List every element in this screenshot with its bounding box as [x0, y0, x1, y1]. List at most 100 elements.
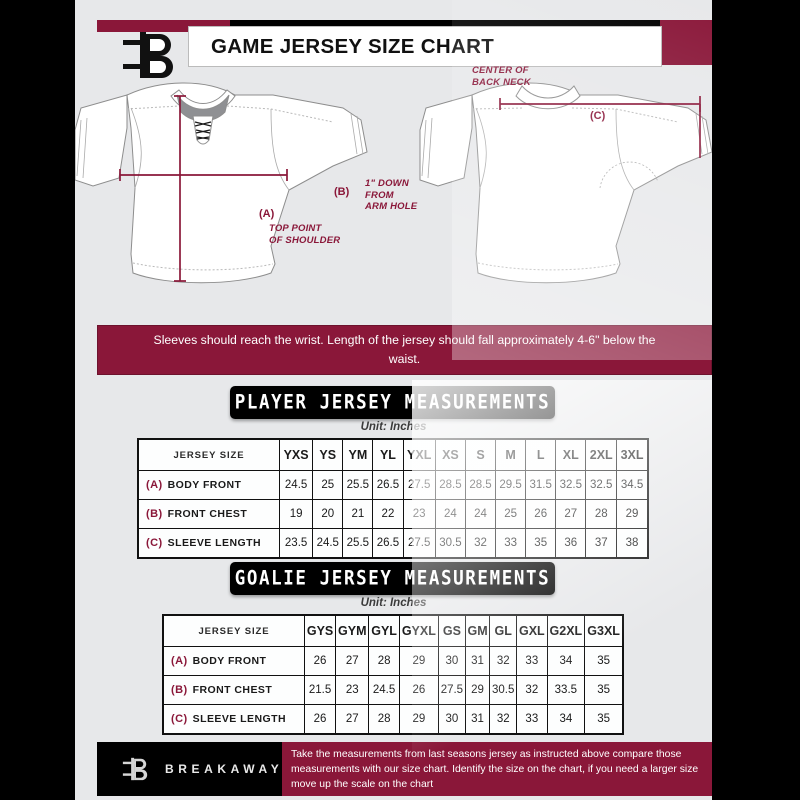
measurement-cell: 30	[437, 704, 466, 734]
jersey-diagram-svg: .out{fill:#ffffff;stroke:#8d8d8d;stroke-…	[75, 82, 712, 284]
label-a: (A)	[259, 208, 275, 220]
label-c: (C)	[590, 110, 606, 122]
footer: BREAKAWAY Take the measurements from las…	[97, 742, 712, 796]
measurement-cell: 33	[516, 646, 548, 676]
column-header-yxl: YXL	[402, 439, 436, 471]
measurement-cell: 34	[546, 646, 586, 676]
measurement-cell: 31	[464, 646, 491, 676]
measurement-cell: 25	[495, 499, 527, 529]
chart-sheet: GAME JERSEY SIZE CHART .out{fill:#ffffff…	[75, 0, 712, 800]
measurement-cell: 26	[525, 499, 557, 529]
measurement-cell: 32	[516, 675, 548, 705]
measurement-cell: 24.5	[368, 675, 400, 705]
measurement-cell: 27	[555, 499, 587, 529]
measurement-cell: 29.5	[495, 470, 527, 500]
column-header-2xl: 2XL	[585, 439, 618, 471]
column-header-gyl: GYL	[368, 615, 400, 647]
row-label-text: BODY FRONT	[167, 479, 242, 491]
goalie-table-corner-label: JERSEY SIZE	[163, 615, 305, 647]
measurement-cell: 21	[342, 499, 374, 529]
goalie-table-header-row: JERSEY SIZE GYS GYM GYL GYXL GS GM GL GXL G2XL G3…	[163, 615, 623, 647]
measurement-cell: 28	[368, 646, 400, 676]
measurement-cell: 30.5	[434, 528, 466, 558]
column-header-l: L	[525, 439, 557, 471]
player-measurements-table: JERSEY SIZE YXS YS YM YL YXL XS S M L XL 2XL 3XL (A…	[138, 439, 648, 558]
goalie-section-banner-label: GOALIE JERSEY MEASUREMENTS	[234, 567, 551, 590]
measurement-cell: 28	[585, 499, 618, 529]
measurement-cell: 24.5	[312, 528, 344, 558]
back-measure-lines	[499, 96, 701, 158]
page-title-box: GAME JERSEY SIZE CHART	[188, 26, 662, 67]
row-label-text: FRONT CHEST	[167, 508, 248, 520]
jersey-illustrations: .out{fill:#ffffff;stroke:#8d8d8d;stroke-…	[75, 65, 712, 318]
row-label: (B) FRONT CHEST	[138, 499, 280, 529]
measurement-cell: 30.5	[489, 675, 518, 705]
row-label: (A) BODY FRONT	[163, 646, 305, 676]
column-header-gys: GYS	[303, 615, 337, 647]
measurement-cell: 25.5	[342, 470, 374, 500]
row-label: (C) SLEEVE LENGTH	[163, 704, 305, 734]
column-header-yl: YL	[372, 439, 404, 471]
measurement-cell: 33.5	[546, 675, 586, 705]
measurement-cell: 26	[303, 704, 337, 734]
measurement-cell: 32	[489, 704, 518, 734]
center-back-neck-label: CENTER OF BACK NECK	[472, 65, 531, 88]
measurement-cell: 28	[368, 704, 400, 734]
measurement-cell: 23	[402, 499, 436, 529]
measurement-cell: 35	[525, 528, 557, 558]
measurement-cell: 27	[335, 646, 370, 676]
breakaway-b-logo-icon	[115, 26, 185, 84]
measurement-cell: 34	[546, 704, 586, 734]
measurement-cell: 20	[312, 499, 344, 529]
row-code: (B)	[171, 684, 188, 696]
measurement-cell: 35	[584, 675, 623, 705]
measurement-cell: 24	[434, 499, 466, 529]
column-header-ys: YS	[312, 439, 344, 471]
row-label-text: SLEEVE LENGTH	[192, 713, 286, 725]
measurement-cell: 37	[585, 528, 618, 558]
measurement-cell: 30	[437, 646, 466, 676]
column-header-gm: GM	[464, 615, 491, 647]
column-header-g3xl: G3XL	[584, 615, 623, 647]
measurement-cell: 27	[335, 704, 370, 734]
goalie-unit-label: Unit: Inches	[360, 597, 427, 609]
row-label: (B) FRONT CHEST	[163, 675, 305, 705]
measurement-cell: 24	[464, 499, 497, 529]
label-b-description: 1" DOWN FROM ARM HOLE	[365, 178, 418, 212]
row-code: (B)	[146, 508, 163, 520]
footer-brand-block: BREAKAWAY	[97, 742, 282, 796]
column-header-gxl: GXL	[516, 615, 548, 647]
measurement-cell: 23	[335, 675, 370, 705]
column-header-3xl: 3XL	[616, 439, 648, 471]
measurement-cell: 31.5	[525, 470, 557, 500]
header-maroon-block	[660, 20, 712, 65]
row-label-text: BODY FRONT	[192, 655, 267, 667]
front-measure-lines	[119, 95, 288, 282]
measurement-cell: 31	[464, 704, 491, 734]
column-header-xs: XS	[434, 439, 466, 471]
measurement-cell: 38	[616, 528, 648, 558]
row-label-text: FRONT CHEST	[192, 684, 273, 696]
row-code: (C)	[146, 537, 163, 549]
measurement-cell: 26.5	[372, 470, 404, 500]
table-row: (A) BODY FRONT 24.5 25 25.5 26.5 27.5 28.5 28.5 2…	[138, 470, 648, 500]
column-header-yxs: YXS	[278, 439, 314, 471]
measurement-cell: 25	[312, 470, 344, 500]
measurement-cell: 19	[278, 499, 314, 529]
measurement-cell: 26	[398, 675, 439, 705]
measurement-cell: 32.5	[585, 470, 618, 500]
table-row: (B) FRONT CHEST 21.5 23 24.5 26 27.5 29 30.5 32 33…	[163, 675, 623, 705]
measurement-cell: 26	[303, 646, 337, 676]
measurement-cell: 27.5	[402, 470, 436, 500]
measurement-cell: 28.5	[464, 470, 497, 500]
measurement-cell: 29	[398, 646, 439, 676]
row-code: (A)	[171, 655, 188, 667]
table-row: (A) BODY FRONT 26 27 28 29 30 31 32 33 34 35	[163, 646, 623, 676]
measurement-cell: 23.5	[278, 528, 314, 558]
row-label: (A) BODY FRONT	[138, 470, 280, 500]
measurement-cell: 36	[555, 528, 587, 558]
measurement-cell: 32	[489, 646, 518, 676]
column-header-xl: XL	[555, 439, 587, 471]
measurement-cell: 28.5	[434, 470, 466, 500]
measurement-cell: 26.5	[372, 528, 404, 558]
